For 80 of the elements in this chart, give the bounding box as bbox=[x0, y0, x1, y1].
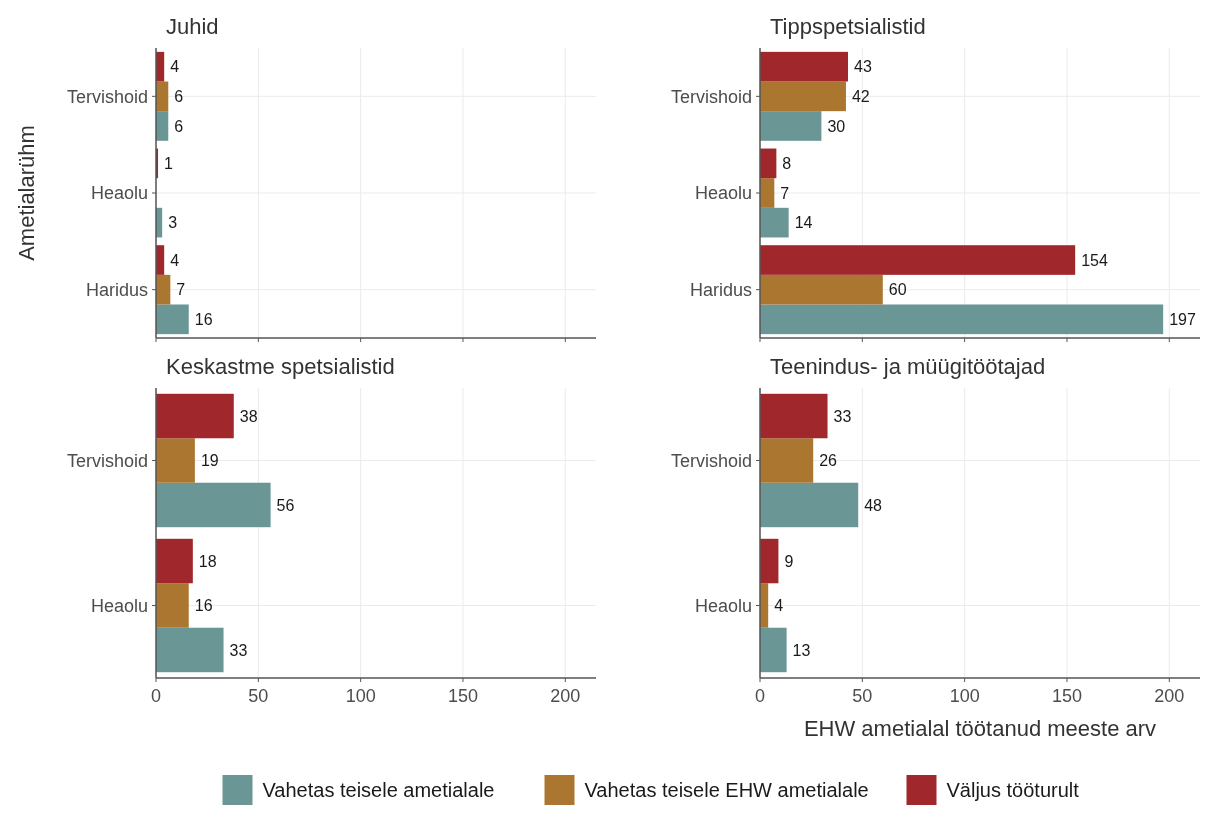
data-label: 3 bbox=[168, 214, 178, 232]
data-label: 42 bbox=[851, 87, 870, 105]
chart-title: Tippspetsialistid bbox=[770, 14, 926, 39]
data-label: 56 bbox=[276, 496, 295, 514]
bar bbox=[156, 393, 234, 439]
data-label: 7 bbox=[176, 281, 186, 299]
bar bbox=[156, 583, 189, 628]
data-label: 48 bbox=[864, 496, 883, 514]
bar bbox=[760, 81, 846, 112]
data-label: 16 bbox=[194, 597, 213, 615]
y-tick-label: Tervishoid bbox=[670, 450, 752, 471]
x-tick-label: 0 bbox=[754, 686, 766, 706]
y-tick-label: Heaolu bbox=[694, 595, 752, 616]
chart-title: Teenindus- ja müügitöötajad bbox=[770, 354, 1046, 379]
y-tick-label: Heaolu bbox=[90, 595, 148, 616]
y-tick-label: Heaolu bbox=[694, 183, 752, 204]
data-label: 6 bbox=[174, 87, 184, 105]
data-label: 1 bbox=[164, 154, 174, 172]
data-label: 13 bbox=[792, 641, 811, 659]
bar bbox=[760, 111, 822, 141]
x-axis-title: EHW ametialal töötanud meeste arv bbox=[803, 716, 1157, 741]
legend-label: Vahetas teisele EHW ametialale bbox=[584, 779, 869, 801]
data-label: 4 bbox=[774, 597, 784, 615]
data-label: 6 bbox=[174, 117, 184, 135]
bar bbox=[156, 304, 189, 335]
bar bbox=[760, 304, 1164, 335]
bar bbox=[156, 627, 224, 673]
bar bbox=[156, 111, 169, 141]
x-tick-label: 200 bbox=[1154, 686, 1185, 706]
data-label: 14 bbox=[794, 214, 813, 232]
y-tick-label: Haridus bbox=[689, 279, 752, 300]
data-label: 33 bbox=[833, 407, 852, 425]
data-label: 30 bbox=[827, 117, 846, 135]
data-label: 4 bbox=[170, 251, 180, 269]
bar bbox=[760, 393, 828, 439]
data-label: 9 bbox=[784, 552, 794, 570]
chart-title: Juhid bbox=[166, 14, 219, 39]
bar bbox=[760, 178, 775, 208]
data-label: 33 bbox=[229, 641, 248, 659]
data-label: 26 bbox=[819, 452, 838, 470]
y-tick-label: Tervishoid bbox=[670, 86, 752, 107]
data-label: 197 bbox=[1169, 310, 1196, 328]
data-label: 18 bbox=[198, 552, 217, 570]
bar bbox=[760, 627, 787, 673]
legend-label: Vahetas teisele ametialale bbox=[262, 779, 495, 801]
x-tick-label: 50 bbox=[248, 686, 269, 706]
x-tick-label: 150 bbox=[447, 686, 478, 706]
bar bbox=[156, 538, 193, 584]
bar bbox=[760, 274, 883, 305]
bar bbox=[760, 538, 779, 584]
legend-label: Väljus tööturult bbox=[946, 779, 1080, 801]
chart-title: Keskastme spetsialistid bbox=[166, 354, 395, 379]
x-tick-label: 0 bbox=[150, 686, 162, 706]
y-tick-label: Tervishoid bbox=[66, 450, 148, 471]
data-label: 8 bbox=[782, 154, 792, 172]
data-label: 43 bbox=[854, 58, 872, 76]
data-label: 4 bbox=[170, 58, 180, 76]
bar bbox=[156, 482, 271, 528]
data-label: 7 bbox=[780, 184, 790, 202]
bar bbox=[760, 482, 859, 528]
data-label: 154 bbox=[1081, 251, 1108, 269]
y-tick-label: Tervishoid bbox=[66, 86, 148, 107]
x-tick-label: 150 bbox=[1051, 686, 1082, 706]
bar bbox=[760, 51, 848, 82]
data-label: 38 bbox=[239, 407, 258, 425]
bar bbox=[760, 207, 789, 238]
x-tick-label: 50 bbox=[852, 686, 873, 706]
y-axis-title: Ametialarühm bbox=[14, 125, 39, 261]
data-label: 16 bbox=[194, 310, 213, 328]
bar bbox=[156, 438, 195, 483]
x-tick-label: 100 bbox=[345, 686, 376, 706]
x-tick-label: 200 bbox=[550, 686, 581, 706]
y-tick-label: Heaolu bbox=[90, 183, 148, 204]
bar bbox=[760, 148, 777, 179]
x-tick-label: 100 bbox=[949, 686, 980, 706]
bar bbox=[760, 245, 1076, 275]
data-label: 19 bbox=[200, 452, 219, 470]
data-label: 60 bbox=[888, 281, 907, 299]
y-tick-label: Haridus bbox=[85, 279, 148, 300]
bar bbox=[760, 438, 814, 483]
